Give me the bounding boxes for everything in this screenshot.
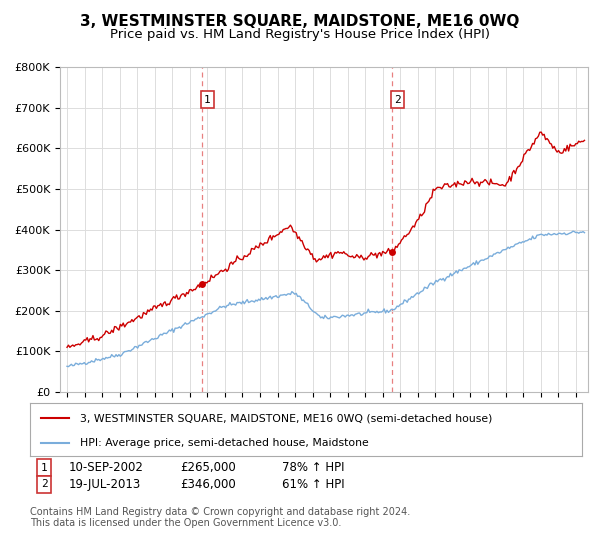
- Text: 19-JUL-2013: 19-JUL-2013: [69, 478, 141, 491]
- Text: 61% ↑ HPI: 61% ↑ HPI: [282, 478, 344, 491]
- Text: 3, WESTMINSTER SQUARE, MAIDSTONE, ME16 0WQ (semi-detached house): 3, WESTMINSTER SQUARE, MAIDSTONE, ME16 0…: [80, 413, 492, 423]
- Text: 1: 1: [204, 95, 211, 105]
- Text: 3, WESTMINSTER SQUARE, MAIDSTONE, ME16 0WQ: 3, WESTMINSTER SQUARE, MAIDSTONE, ME16 0…: [80, 14, 520, 29]
- Text: Contains HM Land Registry data © Crown copyright and database right 2024.
This d: Contains HM Land Registry data © Crown c…: [30, 507, 410, 529]
- Text: 1: 1: [41, 463, 47, 473]
- Text: 2: 2: [41, 479, 47, 489]
- Text: £346,000: £346,000: [180, 478, 236, 491]
- Text: 78% ↑ HPI: 78% ↑ HPI: [282, 461, 344, 474]
- Text: HPI: Average price, semi-detached house, Maidstone: HPI: Average price, semi-detached house,…: [80, 438, 368, 448]
- Text: £265,000: £265,000: [180, 461, 236, 474]
- Text: 2: 2: [394, 95, 401, 105]
- Text: Price paid vs. HM Land Registry's House Price Index (HPI): Price paid vs. HM Land Registry's House …: [110, 28, 490, 41]
- Text: 10-SEP-2002: 10-SEP-2002: [69, 461, 144, 474]
